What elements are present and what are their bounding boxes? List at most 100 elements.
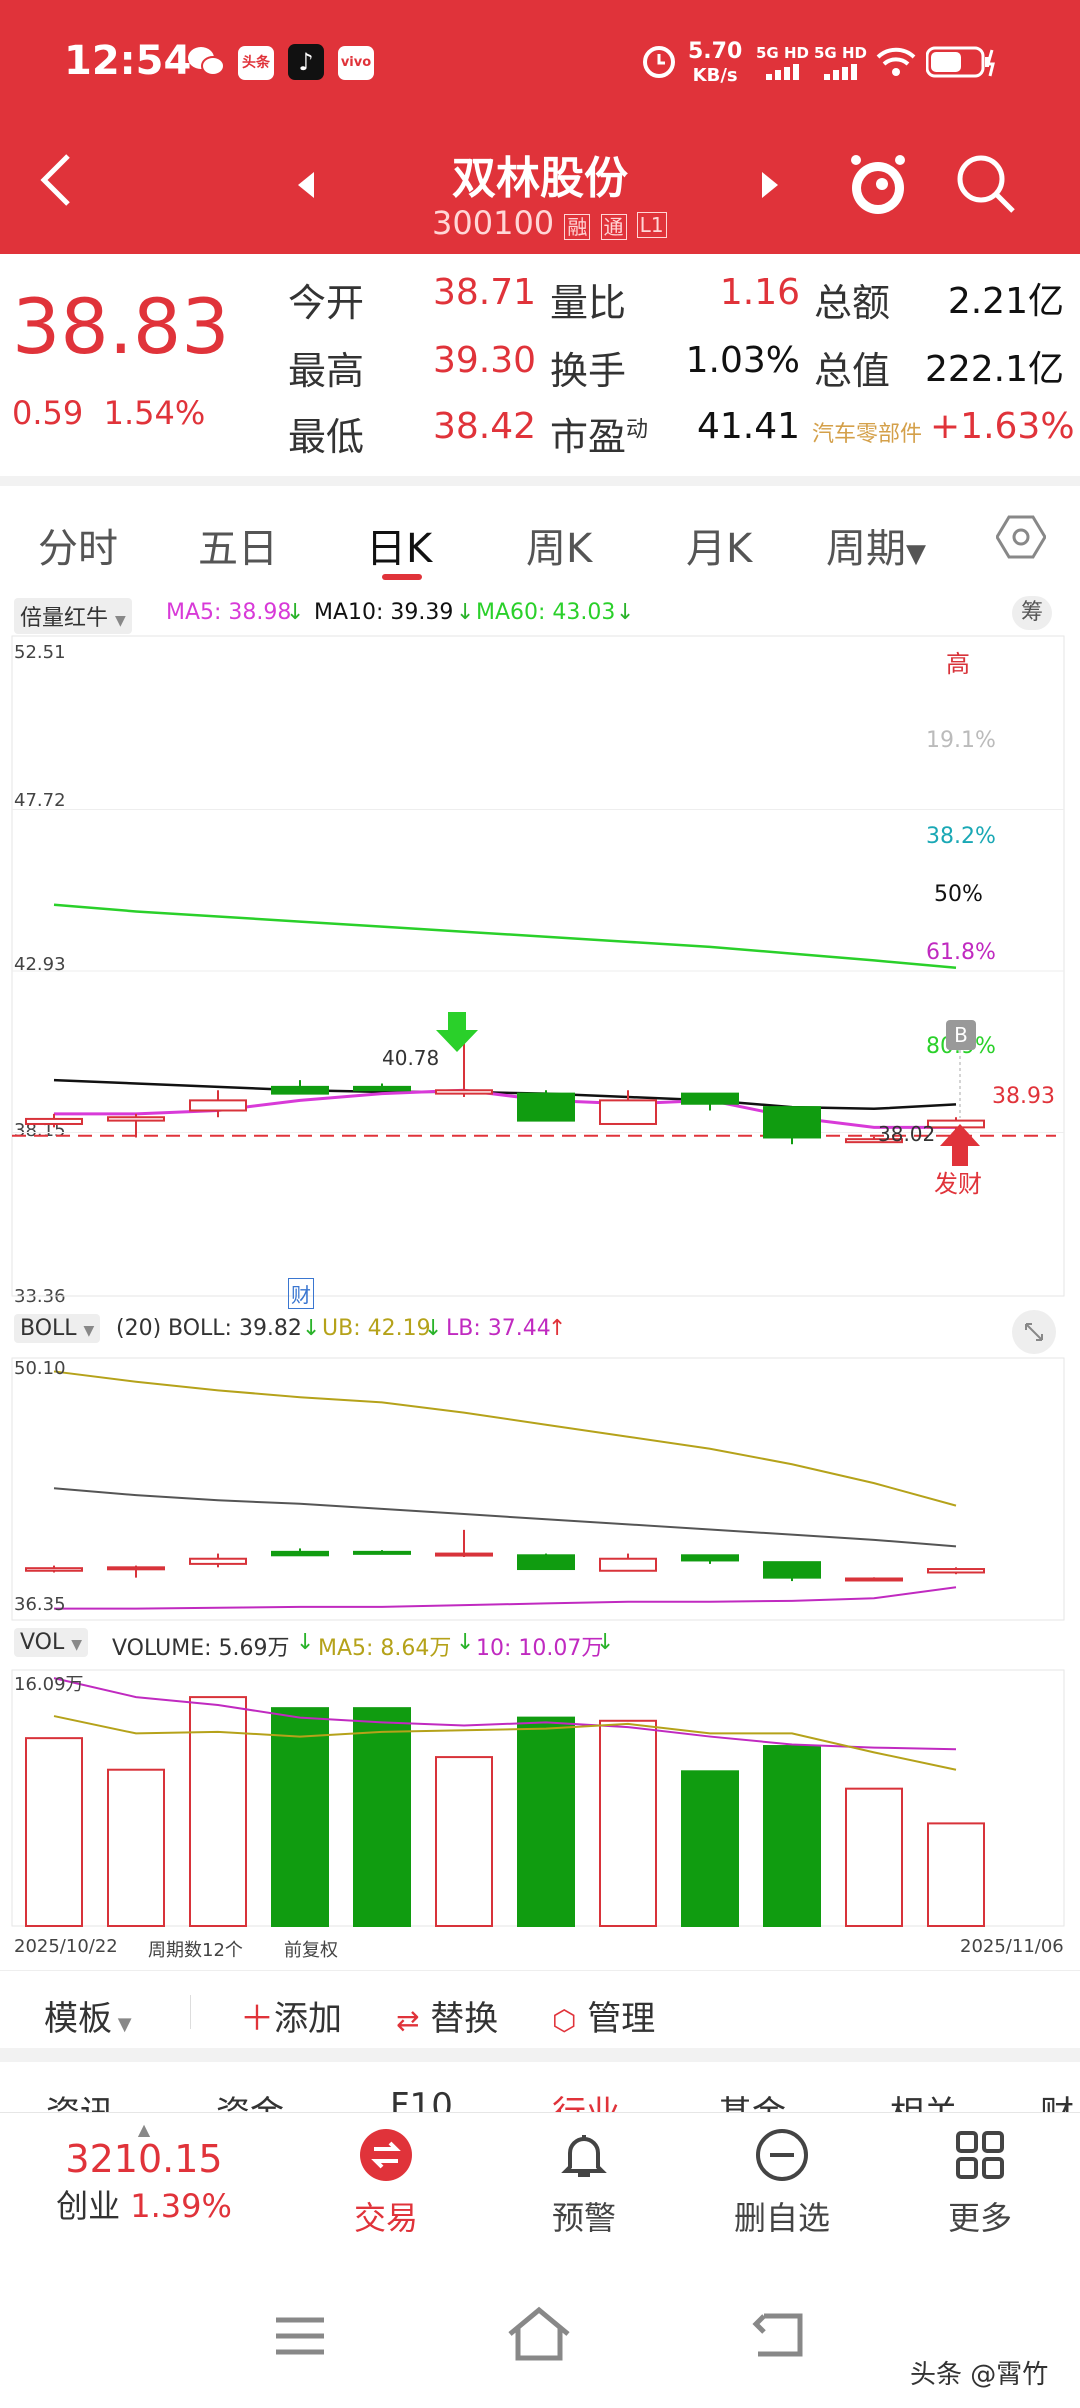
tab-period[interactable]: 周期▼ (826, 526, 926, 572)
index-widget[interactable]: ▲ 3210.15 创业 1.39% (44, 2120, 244, 2227)
label-low: 最低 (288, 415, 365, 459)
remove-watchlist-button[interactable]: 删自选 (692, 2127, 872, 2239)
volume-bar (435, 1756, 493, 1928)
ma5-arrow: ↓ (286, 600, 305, 625)
tab-monthly-k[interactable]: 月K (686, 526, 753, 572)
candle-body (927, 1119, 985, 1129)
info-tab[interactable]: F10 (390, 2086, 453, 2112)
value-volume-ratio: 1.16 (719, 272, 800, 313)
y-tick: 52.51 (14, 642, 66, 663)
back-icon[interactable] (36, 150, 76, 214)
candle-body (681, 1092, 739, 1105)
current-price: 38.83 (12, 282, 230, 371)
volume-bar (763, 1745, 821, 1927)
x-end-date: 2025/11/06 (960, 1936, 1064, 1957)
y-tick: 38.15 (14, 1120, 66, 1141)
cai-badge[interactable]: 财 (288, 1278, 314, 1309)
home-icon[interactable] (506, 2306, 572, 2366)
status-bar: 12:54 头条 ♪ vivo 5.70 KB/s 5G HD 5G HD (0, 0, 1080, 130)
candle-body (517, 1092, 575, 1122)
index-value: 3210.15 (65, 2137, 223, 2181)
manage-button[interactable]: ⬡ 管理 (552, 1999, 656, 2039)
vol-ma10-arrow: ↓ (596, 1630, 615, 1655)
badge-rong: 融 (564, 213, 591, 240)
alarm-icon (640, 42, 678, 84)
info-tab[interactable]: 财务 (1040, 2086, 1080, 2112)
boll-arrow: ↓ (302, 1316, 321, 1341)
low-marker: 38.02 (878, 1122, 936, 1146)
more-button[interactable]: 更多 (890, 2127, 1070, 2239)
prev-stock-icon[interactable] (296, 170, 316, 204)
replace-button[interactable]: ⇄ 替换 (396, 1999, 499, 2039)
candle-body (189, 1099, 247, 1112)
boll-period: (20) (116, 1316, 162, 1341)
badge-tong: 通 (600, 213, 627, 240)
fib-high-label: 高 (946, 650, 970, 678)
swap-icon: ⇄ (396, 2004, 420, 2037)
adjust-mode[interactable]: 前复权 (284, 1940, 338, 1961)
tab-five-day[interactable]: 五日 (198, 526, 278, 572)
badge-l1: L1 (636, 212, 667, 238)
main-kline-svg (11, 635, 1065, 1928)
caret-down-icon: ▼ (906, 539, 926, 569)
search-icon[interactable] (954, 152, 1018, 220)
caret-down-icon: ▼ (83, 1323, 95, 1339)
section-divider (0, 2048, 1080, 2062)
ma60-legend: MA60: 43.03 (476, 600, 616, 625)
tab-minute[interactable]: 分时 (38, 526, 118, 572)
boll-ub-legend: UB: 42.19 (322, 1316, 431, 1341)
stock-code-row: 300100 融 通 L1 (432, 204, 667, 242)
value-high: 39.30 (432, 340, 536, 381)
fib-50-label: 50% (934, 882, 983, 907)
template-button[interactable]: 模板 ▼ (44, 1999, 132, 2039)
wifi-icon (876, 46, 916, 82)
candle-body (353, 1085, 411, 1092)
volume-bar (845, 1787, 903, 1927)
volume-bar (681, 1770, 739, 1927)
alert-button[interactable]: 预警 (494, 2127, 674, 2239)
high-marker: 40.78 (382, 1046, 440, 1070)
tab-weekly-k[interactable]: 周K (526, 526, 593, 572)
back-nav-icon[interactable] (750, 2310, 806, 2364)
expand-icon[interactable] (1012, 1310, 1056, 1354)
template-toolbar: 模板 ▼ ＋添加 ⇄ 替换 ⬡ 管理 (0, 1970, 1080, 2048)
caret-down-icon: ▼ (115, 613, 126, 629)
chip-button[interactable]: 筹 (1012, 596, 1052, 630)
candle-body (107, 1116, 165, 1122)
menu-icon[interactable] (274, 2316, 326, 2360)
boll-candle-body (107, 1566, 165, 1571)
y-tick: 47.72 (14, 790, 66, 811)
boll-candle-body (681, 1554, 739, 1562)
settings-hexagon-icon[interactable] (995, 512, 1047, 566)
vivo-icon: vivo (338, 46, 374, 80)
signal-1: 5G HD (756, 44, 809, 62)
kline-chart-area[interactable]: 倍量红牛 ▼ MA5: 38.98 ↓ MA10: 39.39 ↓ MA60: … (0, 588, 1080, 1968)
boll-selector[interactable]: BOLL ▼ (14, 1314, 101, 1343)
info-tab[interactable]: 资金 (216, 2086, 284, 2112)
info-tab[interactable]: 资讯 (46, 2086, 114, 2112)
info-tab[interactable]: 相关 (890, 2086, 958, 2112)
next-stock-icon[interactable] (760, 170, 780, 204)
label-industry[interactable]: 汽车零部件 (812, 422, 923, 447)
ub-arrow: ↓ (424, 1316, 443, 1341)
vol-y-top: 16.09万 (14, 1674, 84, 1695)
tab-daily-k[interactable]: 日K (366, 526, 433, 572)
add-button[interactable]: ＋添加 (240, 1999, 342, 2039)
x-start-date: 2025/10/22 (14, 1936, 118, 1957)
b-tag: B (946, 1020, 976, 1050)
boll-candle-body (25, 1567, 83, 1572)
label-volume-ratio: 量比 (550, 281, 627, 325)
caret-up-icon: ▲ (137, 2120, 151, 2139)
volume-bar (189, 1696, 247, 1928)
indicator-selector[interactable]: 倍量红牛 ▼ (14, 598, 132, 634)
signal-2: 5G HD (814, 44, 867, 62)
info-tab[interactable]: 行业 (552, 2086, 620, 2112)
info-tab[interactable]: 基金 (718, 2086, 786, 2112)
stock-code: 300100 (432, 204, 555, 242)
network-speed: 5.70 KB/s (688, 39, 743, 87)
boll-mid-line (53, 1487, 957, 1548)
vol-selector[interactable]: VOL ▼ (14, 1628, 89, 1657)
value-market-cap: 222.1亿 (924, 349, 1064, 390)
mascot-icon[interactable] (846, 150, 910, 224)
trade-button[interactable]: 交易 (296, 2127, 476, 2239)
